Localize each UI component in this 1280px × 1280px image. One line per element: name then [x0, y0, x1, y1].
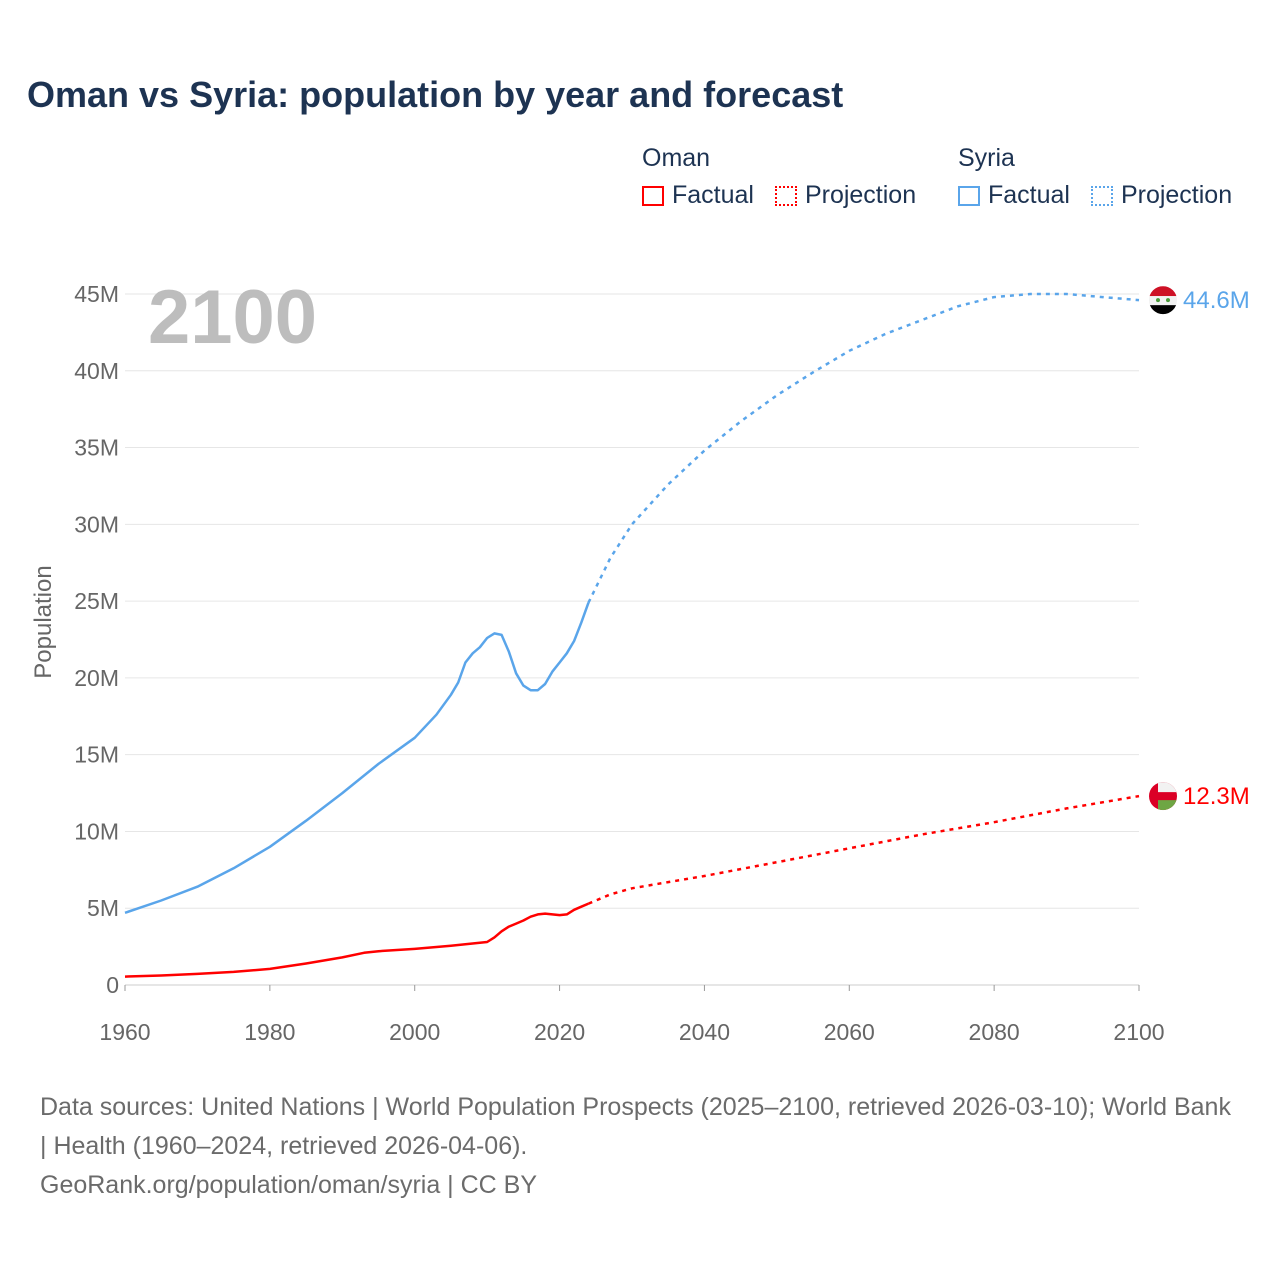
y-tick-label: 5M [87, 895, 119, 921]
legend-syria-projection[interactable]: Projection [1090, 181, 1233, 210]
flag-star [1166, 298, 1170, 303]
flag-stripe [1158, 782, 1177, 793]
legend-label: Projection [804, 181, 917, 209]
legend-label: Factual [988, 181, 1070, 209]
oman-factual-line [124, 902, 589, 978]
legend-label: Factual [672, 181, 754, 209]
legend-syria-factual[interactable]: Factual [958, 181, 1070, 210]
y-tick-label: 0 [106, 972, 119, 998]
legend-group-syria: Syria Factual Projection [958, 144, 1232, 213]
oman-flag-icon [1149, 782, 1177, 811]
y-axis-ticks: 0 5M 10M 15M 20M 25M 30M 35M 40M 45M [74, 281, 119, 998]
legend-oman-projection[interactable]: Projection [774, 181, 917, 210]
x-tick-label: 2060 [824, 1019, 875, 1045]
chart-title: Oman vs Syria: population by year and fo… [27, 74, 844, 115]
dotted-swatch-icon [774, 185, 797, 206]
flag-stripe [1149, 286, 1177, 297]
syria-projection-line [587, 292, 1140, 604]
syria-end-label: 44.6M [1183, 287, 1250, 314]
y-tick-label: 20M [74, 665, 119, 691]
flag-body [1149, 286, 1177, 315]
y-tick-label: 40M [74, 358, 119, 384]
x-tick-label: 2020 [534, 1019, 585, 1045]
y-tick-label: 45M [74, 281, 119, 307]
x-tick-label: 2100 [1113, 1019, 1164, 1045]
oman-projection-line [588, 794, 1140, 905]
legend-group-oman: Oman Factual Projection [642, 144, 930, 213]
syria-factual-line [124, 602, 590, 914]
x-tick-label: 1980 [244, 1019, 295, 1045]
legend-group-name: Oman [642, 144, 711, 172]
dotted-swatch-icon [1090, 185, 1113, 206]
y-tick-label: 25M [74, 588, 119, 614]
series-lines [124, 292, 1140, 978]
footer: Data sources: United Nations | World Pop… [40, 1088, 1240, 1205]
x-tick-label: 2080 [969, 1019, 1020, 1045]
flag-stripe [1158, 800, 1177, 811]
y-tick-label: 15M [74, 742, 119, 768]
x-tick-label: 2040 [679, 1019, 730, 1045]
x-tick-label: 2000 [389, 1019, 440, 1045]
legend-group-name: Syria [958, 144, 1015, 172]
end-labels: 44.6M 12.3M [1149, 286, 1250, 811]
y-axis-label: Population [30, 565, 57, 678]
y-tick-label: 10M [74, 818, 119, 844]
syria-flag-icon [1149, 286, 1177, 315]
y-tick-label: 35M [74, 435, 119, 461]
data-sources: Data sources: United Nations | World Pop… [40, 1093, 1231, 1160]
source-link[interactable]: GeoRank.org/population/oman/syria | CC B… [40, 1171, 538, 1199]
year-overlay: 2100 [148, 275, 317, 360]
oman-end-label: 12.3M [1183, 783, 1250, 810]
legend-oman-factual[interactable]: Factual [642, 181, 754, 210]
line-chart: 0 5M 10M 15M 20M 25M 30M 35M 40M 45M 1960 1980 2000… [30, 275, 1250, 1045]
legend-label: Projection [1120, 181, 1233, 209]
solid-swatch-icon [642, 185, 664, 206]
x-axis-ticks: 1960 1980 2000 2020 2040 2060 2080 2100 [99, 985, 1165, 1045]
solid-swatch-icon [958, 185, 980, 206]
y-tick-label: 30M [74, 511, 119, 537]
flag-body [1149, 782, 1177, 811]
flag-stripe [1149, 305, 1177, 315]
flag-star [1156, 298, 1160, 303]
flag-stripe [1149, 296, 1177, 306]
x-tick-label: 1960 [99, 1019, 150, 1045]
gridlines [125, 293, 1139, 986]
